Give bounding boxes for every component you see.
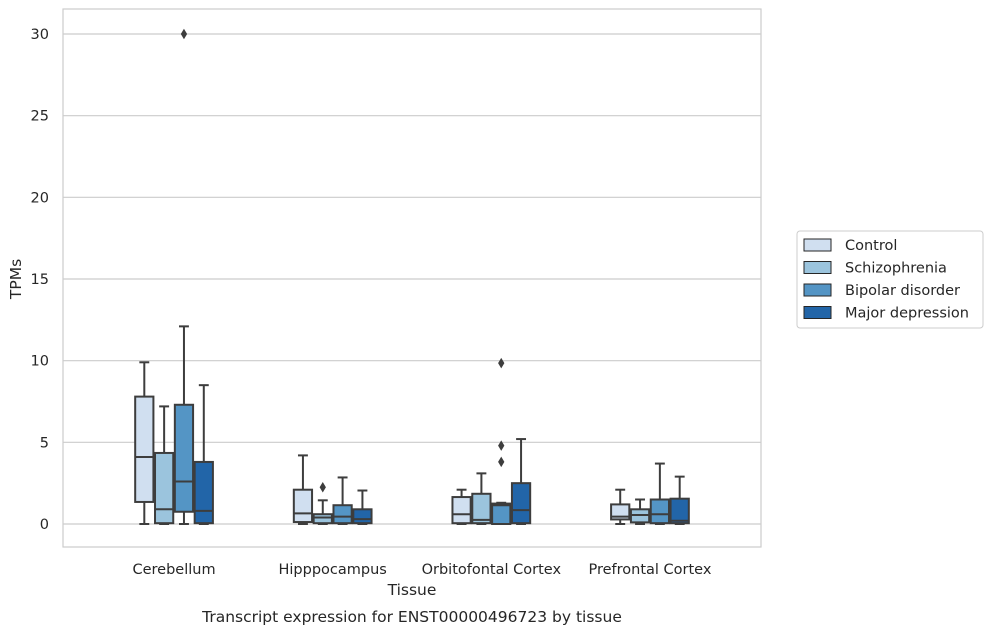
- outlier-point: [180, 28, 188, 40]
- box-element: [134, 361, 155, 525]
- outlier-point: [498, 357, 505, 369]
- box-element: [292, 454, 314, 525]
- box-body: [352, 508, 373, 525]
- box-body: [292, 488, 314, 524]
- x-axis-label: Tissue: [387, 581, 437, 599]
- legend-item: Major depression: [803, 306, 969, 322]
- y-tick-label: 25: [31, 109, 49, 125]
- y-axis-ticks: 0 5 10 15 20 25 30: [31, 27, 49, 533]
- y-tick-label: 0: [40, 517, 49, 533]
- box-body: [154, 451, 175, 525]
- legend-swatch: [803, 283, 832, 297]
- legend-label: Major depression: [845, 306, 969, 322]
- chart-caption: Transcript expression for ENST0000049672…: [201, 608, 622, 626]
- box-body: [510, 482, 532, 525]
- box-element: [471, 472, 492, 525]
- box-group: [610, 462, 690, 525]
- box-body: [649, 498, 670, 525]
- box-group: [292, 454, 373, 525]
- legend-swatch: [803, 238, 832, 252]
- x-axis-ticks: Cerebellum Hipppocampus Orbitofontal Corte…: [132, 562, 711, 578]
- plot-area-frame: [62, 8, 762, 548]
- x-tick-label: Orbitofontal Cortex: [422, 562, 562, 578]
- box-groups: [134, 28, 690, 526]
- box-element: [352, 489, 373, 525]
- legend-label: Bipolar disorder: [845, 283, 960, 299]
- y-tick-label: 5: [40, 435, 49, 451]
- box-body: [193, 460, 214, 525]
- box-group: [451, 357, 532, 526]
- box-body: [669, 497, 690, 525]
- box-body: [471, 492, 492, 525]
- legend-label: Schizophrenia: [845, 261, 947, 277]
- box-element: [193, 384, 214, 525]
- y-tick-label: 15: [31, 272, 49, 288]
- y-tick-label: 30: [31, 27, 49, 43]
- box-body: [312, 513, 333, 525]
- box-element: [451, 488, 472, 525]
- box-element: [491, 357, 512, 526]
- box-element: [629, 498, 651, 525]
- outlier-point: [319, 482, 326, 493]
- outlier-point: [498, 440, 505, 451]
- legend-swatch: [803, 306, 832, 319]
- outlier-point: [498, 456, 505, 468]
- legend-item: Schizophrenia: [803, 261, 947, 277]
- legend-swatch: [803, 261, 832, 274]
- box-element: [510, 438, 532, 525]
- box-element: [610, 488, 631, 525]
- box-body: [451, 496, 472, 525]
- y-tick-label: 10: [31, 354, 49, 370]
- box-body: [491, 502, 512, 526]
- box-element: [154, 405, 175, 525]
- x-tick-label: Cerebellum: [132, 562, 215, 578]
- box-body: [173, 403, 195, 513]
- y-tick-label: 20: [31, 190, 49, 206]
- box-group: [134, 28, 214, 525]
- legend-label: Control: [845, 238, 897, 254]
- y-axis-label: TPMs: [7, 259, 25, 300]
- box-element: [649, 462, 670, 525]
- box-element: [669, 475, 690, 525]
- legend-item: Control: [803, 238, 897, 254]
- box-body: [332, 504, 353, 525]
- box-element: [173, 28, 195, 525]
- box-element: [332, 476, 353, 525]
- legend-frame: [796, 230, 984, 329]
- legend: Control Schizophrenia Bipolar disorder Majo…: [796, 230, 984, 329]
- x-tick-label: Prefrontal Cortex: [588, 562, 711, 578]
- legend-item: Bipolar disorder: [803, 283, 960, 299]
- box-element: [312, 482, 333, 525]
- x-tick-label: Hipppocampus: [279, 562, 387, 578]
- box-body: [134, 395, 155, 503]
